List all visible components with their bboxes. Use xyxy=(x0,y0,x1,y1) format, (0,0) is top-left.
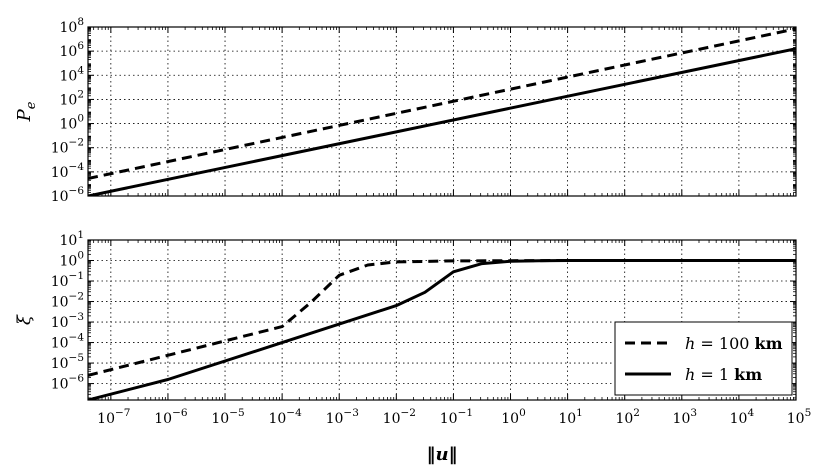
y-tick-label: 10−1 xyxy=(51,270,84,290)
x-tick-label: 10−2 xyxy=(383,407,416,427)
y-tick-label: 10−4 xyxy=(51,161,85,181)
x-tick-label: 100 xyxy=(501,407,526,427)
y-tick-label: 10−6 xyxy=(51,185,85,205)
series-line-h1km xyxy=(88,47,796,196)
y-tick-label: 10−6 xyxy=(51,373,85,393)
bottom-lines xyxy=(88,259,796,400)
y-tick-label: 108 xyxy=(59,16,84,36)
x-tick-label: 103 xyxy=(673,407,698,427)
bottom-x-tick-labels: 10−7 10−6 10−5 10−4 10−3 10−2 10−1 100 101 102 103… xyxy=(97,407,811,427)
bottom-ticks xyxy=(88,239,797,400)
y-tick-label: 106 xyxy=(59,40,84,60)
top-panel-pe: 10−6 10−4 10−2 100 102 104 106 108 Pe xyxy=(14,16,797,205)
x-tick-label: 102 xyxy=(615,407,640,427)
legend-entry-label: h = 100 km xyxy=(685,334,783,353)
y-tick-label: 10−2 xyxy=(51,291,84,311)
y-tick-label: 102 xyxy=(59,88,84,108)
x-tick-label: 105 xyxy=(787,407,812,427)
top-y-axis-label: Pe xyxy=(14,101,39,122)
top-y-tick-labels: 10−6 10−4 10−2 100 102 104 106 108 xyxy=(51,16,85,205)
top-grid xyxy=(88,27,796,196)
y-tick-label: 101 xyxy=(59,229,84,249)
y-tick-label: 10−5 xyxy=(51,352,84,372)
x-tick-label: 10−7 xyxy=(97,407,130,427)
y-tick-label: 100 xyxy=(59,113,84,133)
legend-entry-label: h = 1 km xyxy=(685,365,762,384)
x-tick-label: 10−4 xyxy=(268,407,302,427)
x-tick-label: 10−5 xyxy=(211,407,244,427)
bottom-y-axis-label: ξ xyxy=(14,314,35,325)
x-axis-label: ‖u‖ xyxy=(426,444,457,465)
legend: h = 100 km h = 1 km xyxy=(614,321,793,396)
x-tick-label: 104 xyxy=(730,407,755,427)
y-tick-label: 10−3 xyxy=(51,311,84,331)
series-line-h100km xyxy=(88,27,796,180)
top-plot-frame xyxy=(87,26,797,197)
x-tick-label: 101 xyxy=(558,407,583,427)
x-tick-label: 10−1 xyxy=(440,407,473,427)
series-line-h100km xyxy=(88,259,796,377)
y-tick-label: 10−4 xyxy=(51,332,85,352)
top-ticks xyxy=(88,26,797,197)
y-tick-label: 104 xyxy=(59,64,84,84)
series-line-h1km xyxy=(88,259,796,400)
legend-box xyxy=(614,321,793,396)
y-tick-label: 100 xyxy=(59,250,84,270)
x-tick-label: 10−3 xyxy=(326,407,359,427)
top-lines xyxy=(88,27,796,196)
x-tick-label: 10−6 xyxy=(154,407,188,427)
bottom-plot-frame xyxy=(87,239,797,401)
y-tick-label: 10−2 xyxy=(51,137,84,157)
